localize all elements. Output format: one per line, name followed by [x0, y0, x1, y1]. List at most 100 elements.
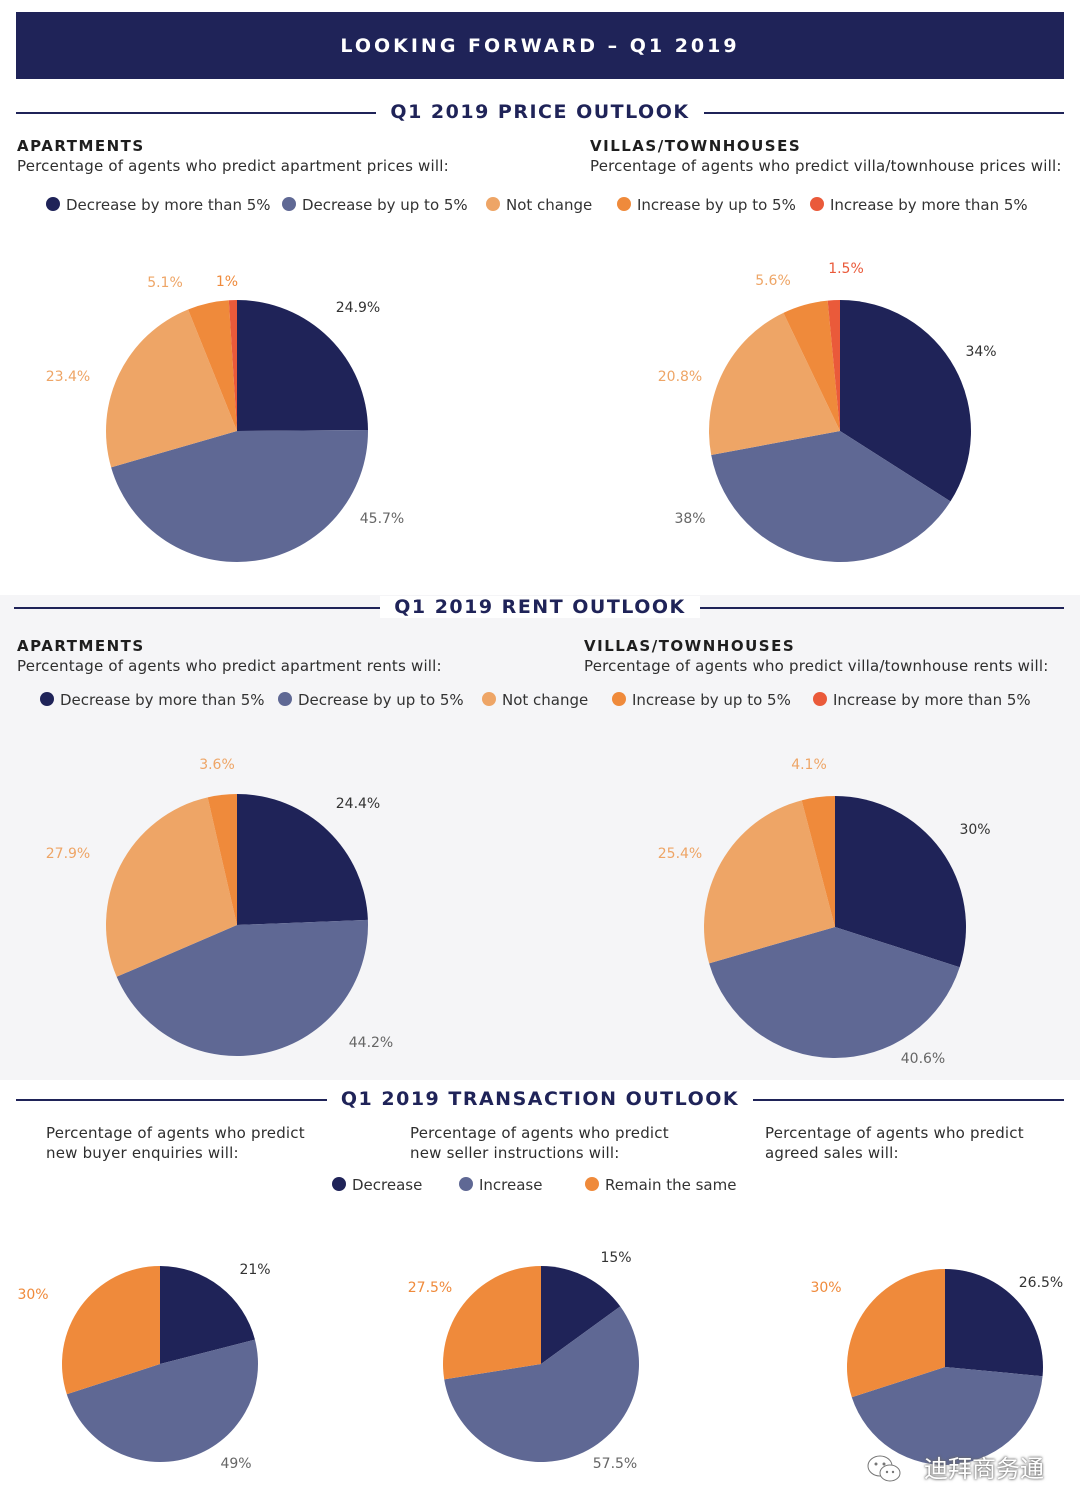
- pie-slice-decrease-by-more-than-5-: [840, 300, 972, 502]
- legend-swatch: [612, 692, 626, 706]
- pie-data-label: 26.5%: [1019, 1275, 1063, 1291]
- price-villas-subtitle: Percentage of agents who predict villa/t…: [590, 157, 1062, 175]
- pie-data-label: 5.1%: [147, 275, 183, 291]
- pie-data-label: 30%: [810, 1280, 841, 1296]
- legend-item: Not change: [482, 691, 588, 709]
- pie-data-label: 40.6%: [901, 1051, 945, 1067]
- pie-slice-decrease-by-more-than-5-: [237, 300, 368, 431]
- legend-swatch: [813, 692, 827, 706]
- pie-slice-increase-by-up-to-5-: [188, 300, 237, 431]
- pie-slice-remain-the-same: [846, 1269, 945, 1398]
- pie-slice-decrease: [541, 1266, 621, 1364]
- pie-slice-remain-the-same: [61, 1266, 160, 1395]
- price-section-header: Q1 2019 PRICE OUTLOOK: [0, 97, 1080, 127]
- wechat-logo-icon: [867, 1455, 901, 1482]
- pie-slice-increase-by-up-to-5-: [801, 796, 835, 927]
- legend-item: Decrease by up to 5%: [278, 691, 464, 709]
- watermark-text: 迪拜商务通: [924, 1455, 1044, 1483]
- price-legend: Decrease by more than 5% Decrease by up …: [0, 196, 1080, 216]
- legend-swatch: [46, 197, 60, 211]
- seller-subtitle: Percentage of agents who predict new sel…: [410, 1124, 669, 1162]
- legend-swatch: [482, 692, 496, 706]
- legend-swatch: [459, 1177, 473, 1191]
- legend-item: Not change: [486, 196, 592, 214]
- pie-slice-decrease-by-more-than-5-: [835, 796, 966, 968]
- price-apartments-heading: APARTMENTS: [17, 137, 145, 155]
- pie-slice-decrease-by-up-to-5-: [111, 429, 369, 562]
- pie-data-label: 49%: [220, 1456, 251, 1472]
- legend-item: Increase by up to 5%: [612, 691, 791, 709]
- pie-data-label: 27.5%: [408, 1280, 452, 1296]
- rent-apartments-subtitle: Percentage of agents who predict apartme…: [17, 657, 442, 675]
- price-section-title: Q1 2019 PRICE OUTLOOK: [376, 101, 704, 123]
- pie-slice-not-change: [704, 800, 835, 964]
- pie-slice-decrease-by-up-to-5-: [709, 927, 960, 1058]
- pie-slice-decrease-by-up-to-5-: [116, 919, 368, 1056]
- pie-slice-decrease: [945, 1269, 1043, 1377]
- pie-slice-increase-by-up-to-5-: [783, 300, 840, 431]
- pie-data-label: 1.5%: [828, 261, 864, 277]
- price-apartments-subtitle: Percentage of agents who predict apartme…: [17, 157, 449, 175]
- legend-item: Decrease: [332, 1176, 422, 1194]
- pie-slice-decrease-by-more-than-5-: [237, 794, 368, 925]
- pie-slice-not-change: [709, 312, 840, 455]
- buyer-subtitle: Percentage of agents who predict new buy…: [46, 1124, 305, 1162]
- pie-data-label: 30%: [959, 822, 990, 838]
- pie-slice-increase-by-more-than-5-: [827, 300, 840, 431]
- legend-item: Decrease by up to 5%: [282, 196, 468, 214]
- legend-item: Remain the same: [585, 1176, 736, 1194]
- pie-data-label: 44.2%: [349, 1035, 393, 1051]
- pie-slice-increase: [66, 1339, 258, 1462]
- transaction-legend: Decrease Increase Remain the same: [0, 1176, 1080, 1196]
- legend-swatch: [585, 1177, 599, 1191]
- legend-item: Increase by more than 5%: [813, 691, 1031, 709]
- legend-item: Increase by more than 5%: [810, 196, 1028, 214]
- pie-data-label: 25.4%: [658, 846, 702, 862]
- sales-subtitle: Percentage of agents who predict agreed …: [765, 1124, 1024, 1162]
- page-banner: LOOKING FORWARD – Q1 2019: [16, 12, 1064, 79]
- pie-data-label: 24.9%: [336, 300, 380, 316]
- legend-swatch: [617, 197, 631, 211]
- pie-data-label: 21%: [239, 1262, 270, 1278]
- legend-item: Increase: [459, 1176, 542, 1194]
- pie-slice-decrease: [160, 1266, 255, 1364]
- legend-item: Decrease by more than 5%: [40, 691, 265, 709]
- pie-data-label: 3.6%: [199, 757, 235, 773]
- legend-item: Decrease by more than 5%: [46, 196, 271, 214]
- pie-data-label: 1%: [216, 274, 238, 290]
- legend-swatch: [282, 197, 296, 211]
- legend-swatch: [486, 197, 500, 211]
- pie-data-label: 30%: [17, 1287, 48, 1303]
- pie-data-label: 23.4%: [46, 369, 90, 385]
- price-villas-heading: VILLAS/TOWNHOUSES: [590, 137, 802, 155]
- pie-slice-not-change: [105, 797, 238, 977]
- pie-slice-increase: [444, 1306, 639, 1462]
- pie-data-label: 57.5%: [593, 1456, 637, 1472]
- rent-apartments-heading: APARTMENTS: [17, 637, 145, 655]
- pie-data-label: 38%: [674, 511, 705, 527]
- legend-swatch: [278, 692, 292, 706]
- pie-data-label: 5.6%: [755, 273, 791, 289]
- pie-slice-increase-by-up-to-5-: [207, 794, 237, 925]
- rent-section-header: Q1 2019 RENT OUTLOOK: [0, 592, 1080, 622]
- pie-slice-decrease-by-up-to-5-: [711, 431, 951, 562]
- transaction-section-header: Q1 2019 TRANSACTION OUTLOOK: [0, 1084, 1080, 1114]
- pie-data-label: 24.4%: [336, 796, 380, 812]
- pie-data-label: 4.1%: [791, 757, 827, 773]
- rent-villas-subtitle: Percentage of agents who predict villa/t…: [584, 657, 1049, 675]
- pie-slice-increase: [851, 1367, 1043, 1466]
- transaction-section-title: Q1 2019 TRANSACTION OUTLOOK: [326, 1088, 754, 1110]
- pie-data-label: 15%: [600, 1250, 631, 1266]
- pie-data-label: 34%: [965, 344, 996, 360]
- rent-villas-heading: VILLAS/TOWNHOUSES: [584, 637, 796, 655]
- rent-section-title: Q1 2019 RENT OUTLOOK: [380, 596, 700, 618]
- pie-data-label: 20.8%: [658, 369, 702, 385]
- legend-item: Increase by up to 5%: [617, 196, 796, 214]
- pie-data-label: 45.7%: [360, 511, 404, 527]
